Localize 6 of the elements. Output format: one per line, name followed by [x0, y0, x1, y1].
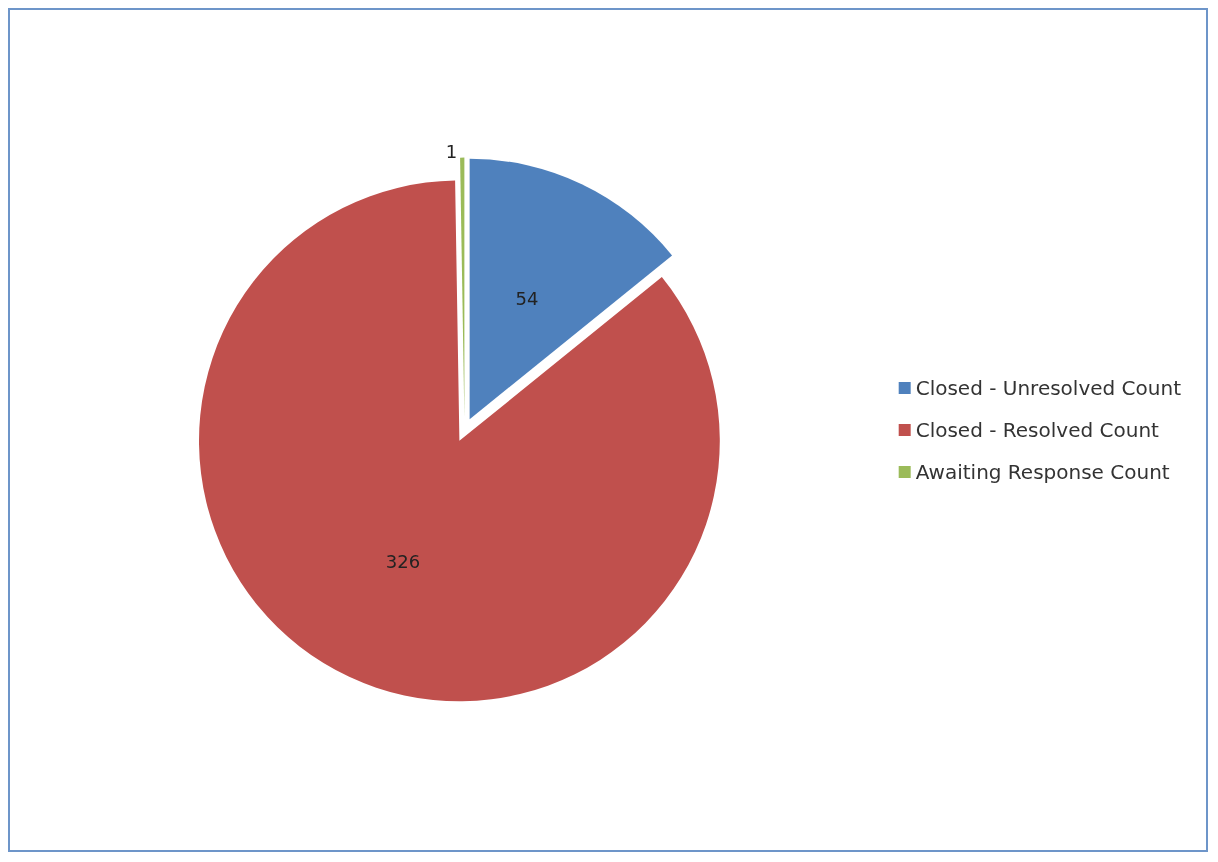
data-label: 326	[385, 551, 421, 573]
data-label: 54	[515, 288, 539, 310]
legend-label: Awaiting Response Count	[915, 460, 1170, 484]
legend-label: Closed - Unresolved Count	[915, 376, 1182, 400]
legend-label: Closed - Resolved Count	[915, 418, 1160, 442]
data-label: 1	[445, 141, 458, 163]
